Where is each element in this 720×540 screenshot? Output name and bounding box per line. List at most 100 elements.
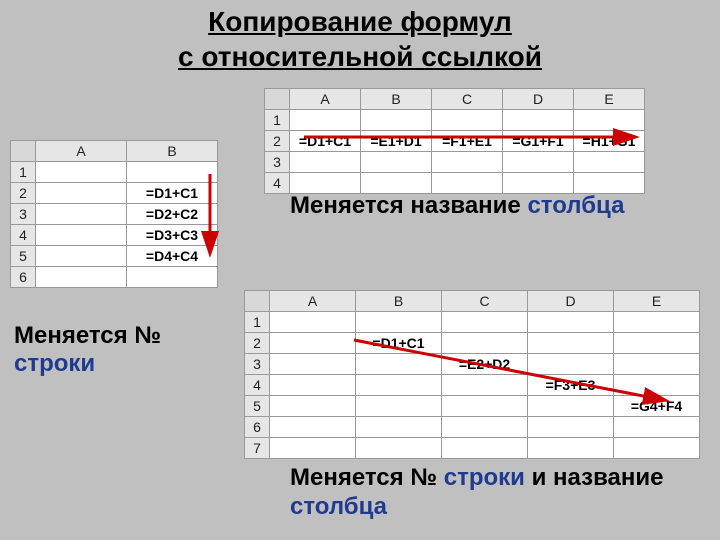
cell: =D3+C3 [127,225,218,246]
cell: =F1+E1 [432,131,503,152]
col-header: A [290,89,361,110]
cell [574,110,645,131]
cell [574,152,645,173]
cell [503,110,574,131]
col-header: E [574,89,645,110]
caption-both-accent1: строки [444,464,525,491]
cell [290,173,361,194]
col-header: A [270,291,356,312]
row-header: 7 [245,438,270,459]
caption-row-text: Меняется № [14,322,161,349]
cell [361,152,432,173]
row-header: 2 [245,333,270,354]
cell: =D1+C1 [290,131,361,152]
cell [442,438,528,459]
cell: =D1+C1 [356,333,442,354]
row-header: 5 [245,396,270,417]
cell [36,183,127,204]
cell [528,396,614,417]
cell [432,110,503,131]
row-header: 1 [11,162,36,183]
cell [270,312,356,333]
cell [361,173,432,194]
title-line-1: Копирование формул [208,6,512,37]
sheet-bottom-right: ABCDE12=D1+C13=E2+D24=F3+E35=G4+F467 [244,290,700,459]
cell: =G1+F1 [503,131,574,152]
col-header: D [503,89,574,110]
cell [574,173,645,194]
col-header: C [432,89,503,110]
cell [270,333,356,354]
cell [614,354,700,375]
caption-both-accent2: столбца [290,493,387,520]
row-header: 6 [11,267,36,288]
cell [442,417,528,438]
caption-row-accent: строки [14,350,95,377]
row-header: 4 [265,173,290,194]
col-header: C [442,291,528,312]
slide-title: Копирование формул с относительной ссылк… [0,4,720,74]
cell [442,375,528,396]
row-header: 6 [245,417,270,438]
cell: =D4+C4 [127,246,218,267]
row-header: 2 [11,183,36,204]
caption-both-change: Меняется № строки и название столбца [290,464,710,522]
row-header: 5 [11,246,36,267]
cell [614,333,700,354]
cell [36,225,127,246]
caption-both-1: Меняется № [290,464,444,491]
cell: =G4+F4 [614,396,700,417]
row-header: 2 [265,131,290,152]
cell: =F3+E3 [528,375,614,396]
col-header: B [127,141,218,162]
caption-column-text: Меняется название [290,192,527,219]
cell [270,375,356,396]
row-header: 3 [11,204,36,225]
caption-column-accent: столбца [527,192,624,219]
cell: =H1+G1 [574,131,645,152]
col-header: B [361,89,432,110]
title-line-2: с относительной ссылкой [178,41,542,72]
cell [614,417,700,438]
col-header: A [36,141,127,162]
cell [356,417,442,438]
cell [528,438,614,459]
cell [356,354,442,375]
cell [442,396,528,417]
cell [270,438,356,459]
cell [503,173,574,194]
row-header: 3 [265,152,290,173]
sheet-left: AB12=D1+C13=D2+C24=D3+C35=D4+C46 [10,140,218,288]
slide: Копирование формул с относительной ссылк… [0,0,720,540]
cell [36,246,127,267]
cell [528,333,614,354]
sheet-top-right: ABCDE 12=D1+C1=E1+D1=F1+E1=G1+F1=H1+G1 34 [264,88,645,194]
cell [356,396,442,417]
cell [127,267,218,288]
cell [432,173,503,194]
cell [270,396,356,417]
cell [290,110,361,131]
cell [36,204,127,225]
cell [442,312,528,333]
cell: =E2+D2 [442,354,528,375]
row-header: 1 [245,312,270,333]
cell [270,354,356,375]
cell [442,333,528,354]
cell [356,438,442,459]
cell: =D1+C1 [127,183,218,204]
cell [503,152,574,173]
cell [356,375,442,396]
cell [528,417,614,438]
row-header: 4 [245,375,270,396]
cell [127,162,218,183]
col-header: B [356,291,442,312]
cell: =E1+D1 [361,131,432,152]
row-header: 1 [265,110,290,131]
cell [614,375,700,396]
caption-column-changes: Меняется название столбца [290,192,624,220]
row-header: 3 [245,354,270,375]
cell [361,110,432,131]
cell [432,152,503,173]
caption-both-2: и название [525,464,664,491]
